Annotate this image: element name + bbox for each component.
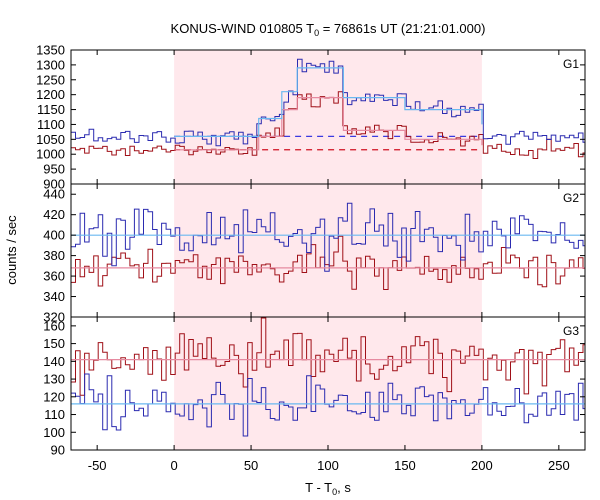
series-layer — [71, 58, 585, 437]
y-tick-label: 1150 — [37, 102, 65, 117]
panel-label: G2 — [563, 191, 579, 205]
y-tick-label: 1100 — [37, 117, 65, 132]
y-tick-label: 120 — [43, 389, 65, 404]
x-tick-label: 50 — [244, 458, 258, 473]
x-axis-label: T - T0, s — [305, 480, 351, 497]
y-tick-label: 1350 — [36, 43, 65, 58]
y-tick-label: 90 — [51, 443, 65, 458]
y-tick-label: 1250 — [36, 72, 65, 87]
panel-label: G1 — [563, 57, 579, 71]
y-tick-label: 400 — [43, 228, 65, 243]
y-tick-label: 1000 — [36, 147, 65, 162]
axes-layer: 90095010001050110011501200125013001350G1… — [36, 43, 586, 473]
shaded-interval-layer — [174, 50, 482, 450]
y-tick-label: 440 — [43, 187, 65, 202]
panel-g1 — [71, 58, 585, 159]
y-tick-label: 1200 — [36, 87, 65, 102]
x-tick-label: 250 — [548, 458, 570, 473]
panel-label: G3 — [563, 324, 579, 338]
x-tick-label: 200 — [471, 458, 493, 473]
shaded-interval — [174, 50, 482, 450]
y-tick-label: 360 — [43, 269, 65, 284]
y-tick-label: 140 — [43, 354, 65, 369]
y-tick-label: 100 — [43, 425, 65, 440]
y-axis-label: counts / sec — [4, 215, 19, 285]
y-tick-label: 900 — [43, 177, 65, 192]
fit-line-a — [174, 67, 483, 137]
x-tick-label: 0 — [170, 458, 177, 473]
x-tick-label: 150 — [394, 458, 416, 473]
series-a-histogram — [71, 373, 585, 437]
chart-title: KONUS-WIND 010805 T0 = 76861s UT (21:21:… — [171, 21, 486, 38]
y-tick-label: 160 — [43, 318, 65, 333]
y-tick-label: 340 — [43, 289, 65, 304]
series-a-histogram — [71, 58, 585, 147]
y-tick-label: 950 — [43, 162, 65, 177]
y-tick-label: 1300 — [36, 57, 65, 72]
series-a-histogram — [71, 202, 585, 272]
y-tick-label: 150 — [43, 336, 65, 351]
y-tick-label: 110 — [44, 407, 65, 422]
panel-g3 — [71, 317, 585, 437]
series-b-histogram — [71, 317, 585, 396]
y-tick-label: 130 — [43, 372, 65, 387]
y-tick-label: 1050 — [36, 132, 65, 147]
y-tick-label: 320 — [43, 310, 65, 325]
x-tick-label: 100 — [317, 458, 339, 473]
x-tick-label: -50 — [88, 458, 107, 473]
y-tick-label: 380 — [43, 248, 65, 263]
panel-g2 — [71, 202, 585, 290]
y-tick-label: 420 — [43, 207, 65, 222]
